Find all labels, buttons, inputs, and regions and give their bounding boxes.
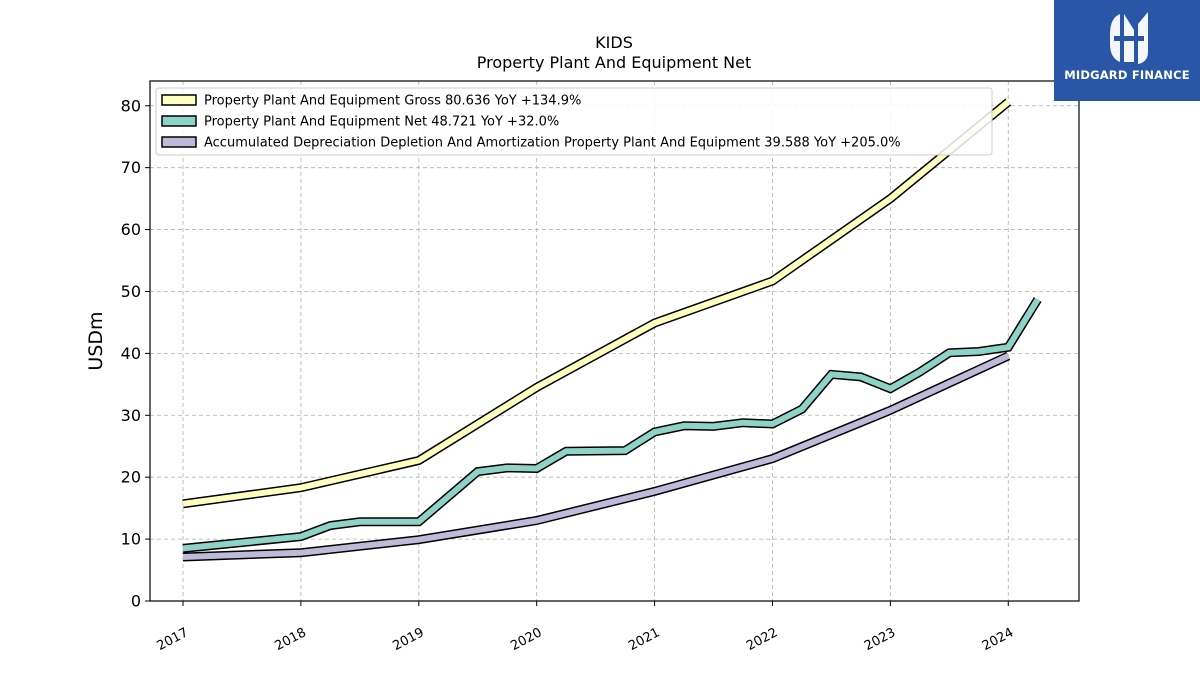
x-tick-label: 2017	[155, 625, 191, 654]
midgard-finance-logo: MIDGARD FINANCE	[1054, 0, 1200, 101]
y-tick-label: 40	[121, 344, 141, 363]
legend-entry: Property Plant And Equipment Gross 80.63…	[204, 94, 581, 109]
legend-box	[155, 87, 993, 156]
midgard-finance-logo-icon	[1110, 12, 1148, 64]
legend: Property Plant And Equipment Gross 80.63…	[155, 87, 993, 156]
x-tick-label: 2018	[273, 625, 309, 654]
y-tick-label: 50	[121, 282, 141, 301]
x-tick-label: 2019	[390, 625, 426, 654]
y-axis-ticks: 0 10 20 30 40 50 60 70 80	[121, 96, 150, 611]
y-tick-label: 80	[121, 96, 141, 115]
brand-name: MIDGARD FINANCE	[1064, 68, 1190, 82]
plot-frame	[149, 80, 1080, 602]
chart-title: KIDS	[595, 33, 633, 52]
legend-entry: Property Plant And Equipment Net 48.721 …	[204, 115, 559, 130]
legend-entry: Accumulated Depreciation Depletion And A…	[204, 136, 901, 151]
series-line-2	[182, 297, 1042, 553]
y-tick-label: 30	[121, 406, 141, 425]
series-lines	[182, 98, 1042, 562]
legend-swatch	[161, 94, 197, 106]
series-line-1	[182, 98, 1012, 509]
x-tick-label: 2024	[980, 625, 1016, 654]
chart-subtitle: Property Plant And Equipment Net	[477, 53, 752, 72]
x-tick-label: 2021	[626, 625, 662, 654]
x-tick-label: 2023	[862, 625, 898, 654]
y-tick-label: 70	[121, 158, 141, 177]
series-line-3	[182, 351, 1011, 562]
x-tick-label: 2022	[744, 625, 780, 654]
legend-swatch	[161, 136, 197, 148]
legend-swatch	[161, 115, 197, 127]
y-axis-label: USDm	[85, 311, 107, 370]
y-tick-label: 10	[121, 530, 141, 549]
x-tick-label: 2020	[508, 625, 544, 654]
x-axis-ticks: 2017 2018 2019 2020 2021 2022 2023 2024	[155, 601, 1016, 654]
y-tick-label: 20	[121, 468, 141, 487]
y-tick-label: 0	[131, 592, 141, 611]
y-tick-label: 60	[121, 220, 141, 239]
